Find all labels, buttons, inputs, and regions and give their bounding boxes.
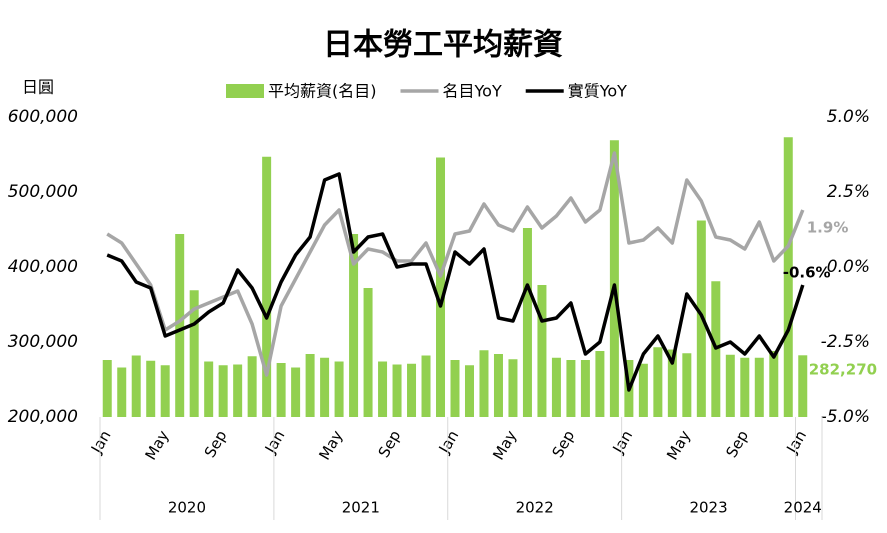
bar [131, 355, 141, 417]
bar [218, 365, 228, 417]
bar [233, 364, 243, 417]
bar [566, 360, 576, 417]
legend-label: 實質YoY [568, 82, 627, 101]
y-tick-label: 300,000 [8, 332, 78, 352]
bar [783, 137, 793, 417]
bar [464, 365, 474, 417]
data-label: 1.9% [807, 219, 849, 237]
data-label: 282,270 [809, 361, 877, 379]
y2-tick-label: -5.0% [821, 407, 870, 427]
bar [522, 228, 532, 417]
bar [653, 347, 663, 417]
bar [450, 360, 460, 417]
bar [102, 360, 112, 417]
bar [247, 356, 257, 417]
bar [117, 367, 127, 417]
bar [204, 361, 214, 417]
bar [479, 350, 489, 417]
bar [363, 288, 373, 417]
x-tick-label: May [315, 427, 346, 463]
chart-title: 日本勞工平均薪資 [323, 28, 563, 63]
legend-label: 名目YoY [443, 82, 502, 101]
bar [421, 355, 431, 417]
x-tick-label: May [489, 427, 520, 463]
x-tick-label: Sep [722, 427, 752, 460]
bar [595, 351, 605, 417]
bar [320, 357, 330, 417]
bar [769, 351, 779, 417]
bar [537, 285, 547, 417]
y-tick-label: 200,000 [8, 407, 78, 427]
x-tick-label: Sep [201, 427, 231, 460]
bar [146, 360, 156, 417]
bar [508, 359, 518, 417]
bar [609, 140, 619, 417]
x-tick-label: Jan [782, 427, 810, 457]
bar [334, 361, 344, 417]
bar [493, 354, 503, 417]
bar [349, 234, 359, 417]
bar [189, 290, 199, 417]
x-tick-label: Sep [375, 427, 405, 460]
y2-tick-label: 0.0% [827, 257, 870, 277]
bar [725, 354, 735, 417]
bar [276, 363, 286, 417]
year-label: 2020 [168, 499, 206, 517]
y2-tick-label: 2.5% [827, 182, 870, 202]
legend-swatch [226, 84, 264, 98]
x-tick-label: May [663, 427, 694, 463]
year-label: 2022 [516, 499, 554, 517]
line [106, 172, 805, 392]
bar [551, 357, 561, 417]
bar [305, 354, 315, 417]
x-tick-label: Jan [435, 427, 463, 457]
bar [682, 353, 692, 417]
x-tick-label: Jan [87, 427, 115, 457]
year-label: 2023 [689, 499, 727, 517]
y2-tick-label: -2.5% [821, 332, 870, 352]
y-tick-label: 500,000 [8, 182, 78, 202]
bar [667, 349, 677, 417]
bar [740, 357, 750, 417]
year-label: 2024 [784, 499, 822, 517]
bar [378, 361, 388, 417]
legend-label: 平均薪資(名目) [268, 82, 377, 101]
bar [580, 360, 590, 417]
line [106, 151, 805, 377]
y2-tick-label: 5.0% [827, 107, 870, 127]
bar [175, 234, 185, 417]
bar [262, 156, 272, 417]
y-tick-label: 600,000 [8, 107, 78, 127]
bar [798, 355, 808, 417]
bar [291, 367, 301, 417]
y-tick-label: 400,000 [8, 257, 78, 277]
y-axis-label: 日圓 [22, 78, 54, 97]
x-tick-label: May [141, 427, 172, 463]
bar [392, 364, 402, 417]
year-label: 2021 [342, 499, 380, 517]
bar [638, 363, 648, 417]
bar [407, 363, 417, 417]
data-label: -0.6% [783, 264, 831, 282]
bar [160, 365, 170, 417]
bar [754, 357, 764, 417]
bar [436, 157, 446, 417]
x-tick-label: Jan [261, 427, 289, 457]
x-tick-label: Jan [609, 427, 637, 457]
x-tick-label: Sep [549, 427, 579, 460]
